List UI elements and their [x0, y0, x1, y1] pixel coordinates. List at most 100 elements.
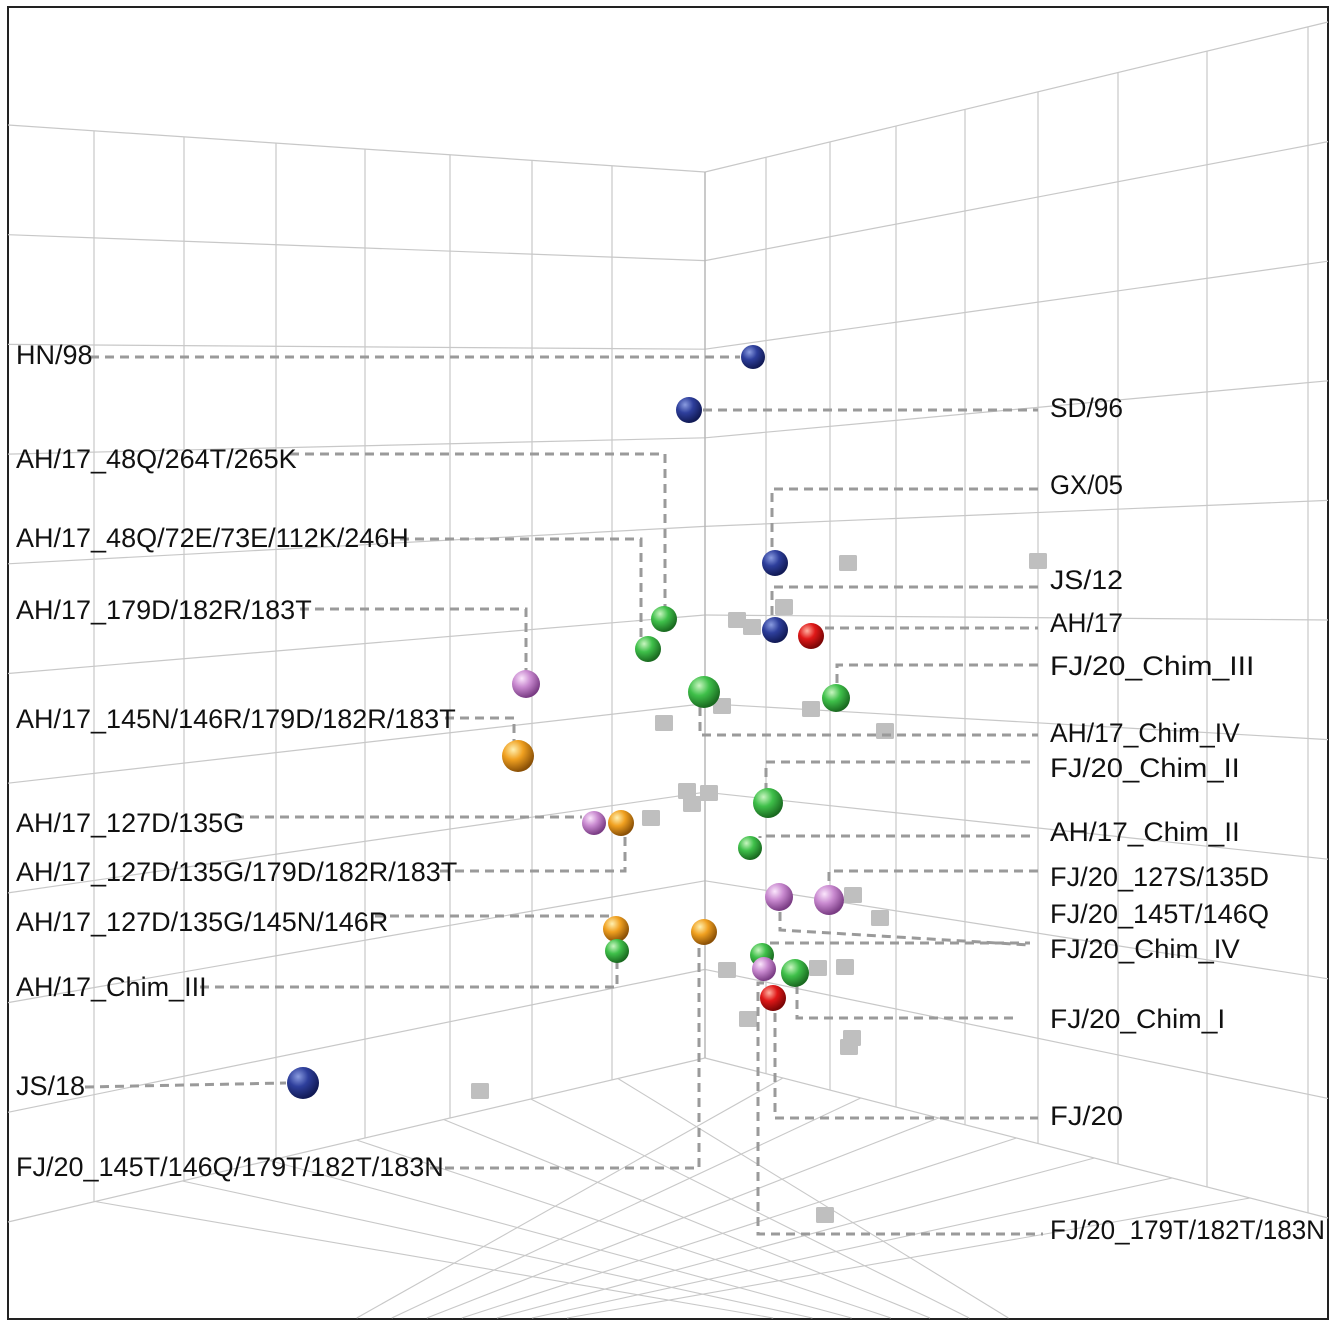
virus-point-blue — [741, 345, 765, 369]
virus-point-green — [822, 684, 850, 712]
virus-point-green — [651, 606, 677, 632]
grid-line — [7, 525, 706, 565]
grid-line — [7, 880, 706, 1004]
grid-line — [269, 1159, 852, 1319]
serum-marker — [713, 698, 731, 714]
serum-marker — [743, 619, 761, 635]
serum-marker — [683, 796, 701, 812]
serum-marker — [678, 783, 696, 799]
leader-line — [300, 607, 528, 672]
label-ah-17-179d-182r-183t: AH/17_179D/182R/183T — [16, 595, 312, 625]
point-labels: HN/98 AH/17_48Q/264T/265K AH/17_48Q/72E/73… — [16, 340, 1325, 1245]
grid-line — [704, 791, 1329, 860]
grid-line — [566, 1197, 1251, 1319]
grid-line — [496, 1157, 1095, 1319]
label-fj-20-chim-iii: FJ/20_Chim_III — [1050, 651, 1254, 681]
label-fj-20-chim-ii: FJ/20_Chim_II — [1050, 753, 1240, 783]
serum-marker — [718, 962, 736, 978]
grid-line — [704, 141, 1329, 262]
virus-point-green — [738, 836, 762, 860]
virus-point-red — [798, 623, 824, 649]
label-fj-20-145t-146q: FJ/20_145T/146Q — [1050, 899, 1269, 929]
virus-point-orange — [603, 916, 629, 942]
label-ah-17-145n-146r-179d-182r-183t: AH/17_145N/146R/179D/182R/183T — [16, 704, 456, 734]
grid-line — [704, 880, 1329, 980]
serum-marker — [816, 1207, 834, 1223]
serum-marker — [1029, 553, 1047, 569]
leader-line — [445, 716, 516, 745]
label-ah-17-chim-iii: AH/17_Chim_III — [16, 972, 207, 1002]
virus-point-green — [753, 788, 783, 818]
serum-marker — [839, 555, 857, 571]
serum-marker — [642, 810, 660, 826]
leader-line — [795, 985, 1018, 1020]
grid-line — [704, 499, 1329, 527]
grid-line — [356, 1077, 784, 1319]
label-ah-17-48q-72e-73e-112k-246h: AH/17_48Q/72E/73E/112K/246H — [16, 523, 409, 553]
grid-line — [356, 1139, 891, 1319]
serum-marker — [700, 785, 718, 801]
grid-line — [7, 703, 706, 784]
virus-point-blue — [676, 397, 702, 423]
grid-line — [704, 260, 1329, 350]
chart-border — [7, 6, 1329, 1320]
serum-marker — [655, 715, 673, 731]
virus-point-violet — [512, 670, 540, 698]
virus-point-green — [688, 676, 720, 708]
label-js-12: JS/12 — [1050, 565, 1123, 595]
label-fj-20-chim-iv: FJ/20_Chim_IV — [1050, 934, 1240, 964]
virus-point-blue — [762, 550, 788, 576]
leader-line — [773, 1013, 1038, 1120]
leader-line — [770, 487, 1038, 549]
serum-marker — [844, 887, 862, 903]
grid-line — [461, 1137, 1017, 1319]
label-fj-20-127s-135d: FJ/20_127S/135D — [1050, 862, 1269, 892]
serum-marker — [836, 959, 854, 975]
virus-point-blue — [287, 1067, 319, 1099]
grid-line — [426, 1117, 939, 1319]
leader-line — [835, 663, 1038, 684]
serum-marker — [775, 599, 793, 615]
grid-line — [7, 437, 706, 455]
virus-point-red — [760, 985, 786, 1011]
label-ah-17: AH/17 — [1050, 608, 1123, 638]
grid-line — [95, 1200, 774, 1319]
virus-point-blue — [762, 617, 788, 643]
leader-line — [290, 452, 667, 610]
grid-line — [530, 1098, 970, 1319]
grid-line — [7, 343, 706, 350]
label-js-18: JS/18 — [16, 1071, 85, 1101]
grid-line — [704, 21, 1329, 173]
leader-line — [758, 834, 1030, 838]
leader-line — [84, 1081, 287, 1089]
grid-line — [7, 614, 706, 675]
grid-line — [7, 124, 706, 173]
grid-line — [7, 791, 706, 894]
serum-marker — [840, 1039, 858, 1055]
virus-point-green — [605, 939, 629, 963]
label-fj-20-chim-i: FJ/20_Chim_I — [1050, 1004, 1225, 1034]
grid-line — [617, 1078, 1009, 1319]
leader-line — [770, 585, 1038, 618]
leader-line — [764, 760, 1030, 790]
virus-point-orange — [502, 740, 534, 772]
serum-marker — [728, 612, 746, 628]
serum-marker — [802, 701, 820, 717]
grid-line — [7, 968, 706, 1113]
label-ah-17-chim-iv: AH/17_Chim_IV — [1050, 718, 1240, 748]
label-hn-98: HN/98 — [16, 340, 93, 370]
grid-line — [704, 380, 1329, 439]
virus-point-violet — [582, 811, 606, 835]
serum-marker — [739, 1011, 757, 1027]
label-ah-17-chim-ii: AH/17_Chim_II — [1050, 817, 1240, 847]
serum-marker — [809, 960, 827, 976]
label-fj-20: FJ/20 — [1050, 1101, 1123, 1131]
leader-line — [400, 537, 643, 640]
grid-line — [443, 1118, 931, 1319]
virus-point-violet — [765, 883, 793, 911]
label-fj-20-179t-182t-183n: FJ/20_179T/182T/183N — [1050, 1215, 1325, 1245]
grid-line — [704, 968, 1329, 1099]
leader-line — [778, 912, 1031, 947]
